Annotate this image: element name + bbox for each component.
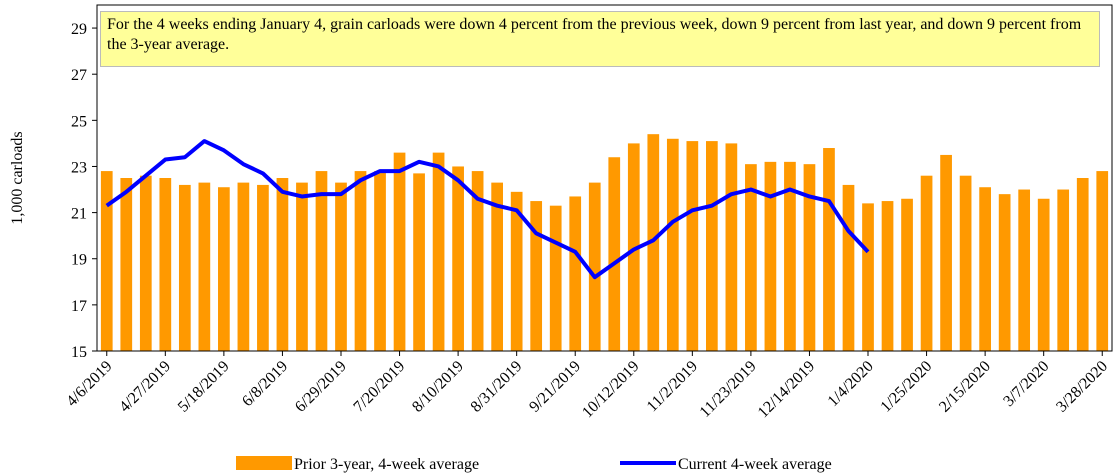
- bar: [354, 171, 367, 351]
- bar: [745, 164, 757, 351]
- bar: [159, 178, 172, 351]
- bar: [803, 164, 816, 351]
- y-tick-label: 27: [71, 67, 87, 84]
- x-tick-label: 9/21/2019: [526, 358, 584, 416]
- bar: [374, 171, 386, 351]
- bar: [471, 171, 484, 351]
- bar: [218, 187, 230, 351]
- bar: [315, 171, 328, 351]
- x-tick-label: 7/20/2019: [350, 358, 408, 416]
- bar: [1018, 189, 1031, 351]
- bar: [979, 187, 991, 351]
- bar: [100, 171, 113, 351]
- bar: [257, 184, 269, 351]
- bar: [569, 196, 582, 351]
- bar: [901, 198, 913, 351]
- y-tick-label: 25: [71, 113, 87, 130]
- bar: [296, 182, 308, 351]
- bar: [491, 182, 503, 351]
- x-tick-label: 3/7/2020: [1000, 358, 1052, 410]
- bar: [510, 191, 523, 351]
- x-tick-label: 8/10/2019: [409, 358, 467, 416]
- bar: [413, 173, 425, 351]
- legend-swatch: [236, 456, 292, 470]
- y-tick-label: 15: [71, 344, 87, 361]
- bar: [530, 201, 543, 351]
- bar: [940, 154, 952, 351]
- x-tick-label: 1/4/2020: [825, 358, 877, 410]
- bar: [647, 134, 660, 351]
- bar: [842, 184, 855, 351]
- bar: [393, 152, 406, 351]
- bar: [920, 175, 933, 351]
- bar: [452, 166, 464, 351]
- bar: [666, 138, 679, 351]
- bar: [764, 161, 777, 351]
- x-tick-label: 4/6/2019: [63, 358, 115, 410]
- bar: [686, 141, 699, 351]
- y-tick-label: 29: [71, 21, 87, 38]
- y-tick-label: 19: [71, 252, 87, 269]
- bar: [823, 148, 835, 351]
- x-tick-label: 12/14/2019: [755, 358, 819, 422]
- x-tick-label: 6/8/2019: [239, 358, 291, 410]
- x-tick-label: 1/25/2020: [877, 358, 935, 416]
- bar: [432, 152, 445, 351]
- bar: [608, 157, 621, 351]
- bar: [549, 205, 562, 351]
- y-axis-label: 1,000 carloads: [9, 131, 26, 224]
- bar: [237, 182, 250, 351]
- bar: [784, 161, 796, 351]
- bar: [276, 178, 289, 351]
- x-tick-label: 11/23/2019: [697, 358, 760, 421]
- bar: [725, 143, 738, 351]
- annotation: For the 4 weeks ending January 4, grain …: [100, 11, 1100, 67]
- bar: [198, 182, 211, 351]
- plot-frame: [96, 4, 1113, 352]
- x-tick-label: 2/15/2020: [936, 358, 994, 416]
- y-tick-label: 21: [71, 206, 87, 223]
- x-tick-label: 3/28/2020: [1053, 358, 1111, 416]
- bar: [1096, 171, 1109, 351]
- bar: [998, 194, 1011, 351]
- line: [105, 139, 870, 280]
- bar: [706, 141, 718, 351]
- bar: [627, 143, 640, 351]
- x-tick-label: 4/27/2019: [116, 358, 174, 416]
- x-tick-label: 5/18/2019: [175, 358, 233, 416]
- bar: [178, 184, 191, 351]
- bar: [588, 182, 601, 351]
- legend-label: Prior 3-year, 4-week average: [294, 456, 479, 473]
- bar: [139, 175, 152, 351]
- bar: [1076, 178, 1089, 351]
- bar: [881, 201, 894, 351]
- y-tick-label: 23: [71, 159, 87, 176]
- legend-label: Current 4-week average: [678, 456, 832, 473]
- bar: [1037, 198, 1050, 351]
- bar: [959, 175, 972, 351]
- x-tick-label: 6/29/2019: [292, 358, 350, 416]
- x-tick-label: 8/31/2019: [468, 358, 526, 416]
- x-tick-label: 11/2/2019: [644, 358, 701, 415]
- bar: [862, 203, 874, 351]
- bar: [1057, 189, 1070, 351]
- y-tick-label: 17: [71, 298, 87, 315]
- x-tick-label: 10/12/2019: [579, 358, 643, 422]
- bar: [120, 178, 133, 351]
- bar: [335, 182, 347, 351]
